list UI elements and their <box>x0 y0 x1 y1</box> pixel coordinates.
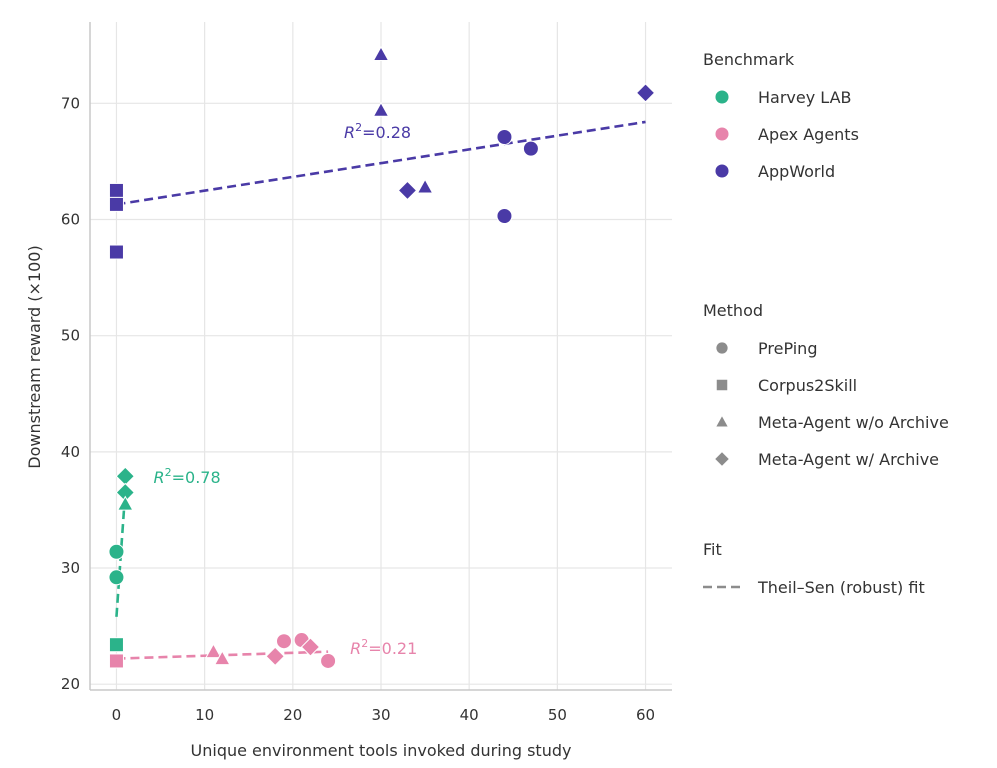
legend-swatch-apex-agents <box>715 127 729 141</box>
x-tick-label: 40 <box>460 706 479 724</box>
x-axis-title: Unique environment tools invoked during … <box>191 741 572 760</box>
point-appworld-meta-agent-w-archive <box>397 180 418 201</box>
point-appworld-meta-agent-w-o-archive <box>372 101 390 117</box>
legend: Benchmark Harvey LAB Apex Agents AppWorld Me… <box>703 50 949 597</box>
legend-label-corpus2skill: Corpus2Skill <box>758 376 857 395</box>
point-appworld-corpus2skill <box>108 182 124 198</box>
point-appworld-meta-agent-w-o-archive <box>416 178 434 194</box>
axes <box>89 22 672 691</box>
y-tick-label: 20 <box>61 675 80 693</box>
legend-label-preping: PrePing <box>758 339 817 358</box>
x-tick-label: 20 <box>283 706 302 724</box>
legend-swatch-preping <box>716 342 728 354</box>
fit-line-appworld <box>116 120 646 206</box>
x-tick-label: 60 <box>636 706 655 724</box>
legend-label-meta-agent-w-archive: Meta-Agent w/ Archive <box>758 450 939 469</box>
point-apex-agents-meta-agent-w-archive <box>300 637 321 657</box>
legend-swatch-corpus2skill <box>716 379 728 391</box>
point-apex-agents-preping <box>320 652 337 669</box>
point-harvey-lab-meta-agent-w-o-archive <box>116 495 134 511</box>
point-appworld-preping <box>522 140 539 157</box>
point-appworld-preping <box>496 208 513 225</box>
x-tick-label: 10 <box>195 706 214 724</box>
point-appworld-corpus2skill <box>108 196 124 212</box>
data-points <box>108 45 656 669</box>
legend-swatch-appworld <box>715 164 729 178</box>
x-tick-label: 30 <box>371 706 390 724</box>
legend-label-appworld: AppWorld <box>758 162 835 181</box>
y-tick-label: 60 <box>61 210 80 228</box>
point-harvey-lab-meta-agent-w-archive <box>115 466 135 486</box>
r2-label-apex-agents: R2=0.21 <box>350 637 417 658</box>
point-apex-agents-corpus2skill <box>108 653 124 669</box>
y-axis-title: Downstream reward (×100) <box>25 245 44 468</box>
point-apex-agents-meta-agent-w-o-archive <box>213 650 231 666</box>
legend-swatch-meta-agent-w-o-archive <box>716 416 728 427</box>
legend-benchmark-title: Benchmark <box>703 50 795 69</box>
legend-label-fit: Theil–Sen (robust) fit <box>757 578 925 597</box>
legend-label-apex-agents: Apex Agents <box>758 125 859 144</box>
point-harvey-lab-preping <box>108 569 125 586</box>
point-appworld-corpus2skill <box>108 244 124 260</box>
point-harvey-lab-preping <box>108 543 125 560</box>
x-tick-label: 0 <box>112 706 122 724</box>
r2-label-appworld: R2=0.28 <box>344 121 411 142</box>
point-appworld-meta-agent-w-o-archive <box>372 45 390 62</box>
point-harvey-lab-corpus2skill <box>108 637 124 653</box>
point-appworld-preping <box>496 129 513 146</box>
y-tick-label: 70 <box>61 94 80 112</box>
point-apex-agents-meta-agent-w-o-archive <box>205 643 222 659</box>
y-tick-label: 40 <box>61 443 80 461</box>
point-appworld-meta-agent-w-archive <box>635 83 656 103</box>
point-apex-agents-preping <box>276 633 292 650</box>
legend-label-meta-agent-w-o-archive: Meta-Agent w/o Archive <box>758 413 949 432</box>
legend-fit-title: Fit <box>703 540 722 559</box>
r2-label-harvey-lab: R2=0.78 <box>153 466 220 487</box>
point-apex-agents-meta-agent-w-archive <box>265 646 285 667</box>
legend-method-title: Method <box>703 301 763 320</box>
legend-swatch-harvey-lab <box>715 90 729 104</box>
tick-labels: 0 10 20 30 40 50 60 20 30 40 50 60 70 <box>61 94 655 724</box>
x-tick-label: 50 <box>548 706 567 724</box>
y-tick-label: 30 <box>61 559 80 577</box>
legend-label-harvey-lab: Harvey LAB <box>758 88 851 107</box>
legend-swatch-meta-agent-w-archive <box>715 452 729 466</box>
y-tick-label: 50 <box>61 327 80 345</box>
